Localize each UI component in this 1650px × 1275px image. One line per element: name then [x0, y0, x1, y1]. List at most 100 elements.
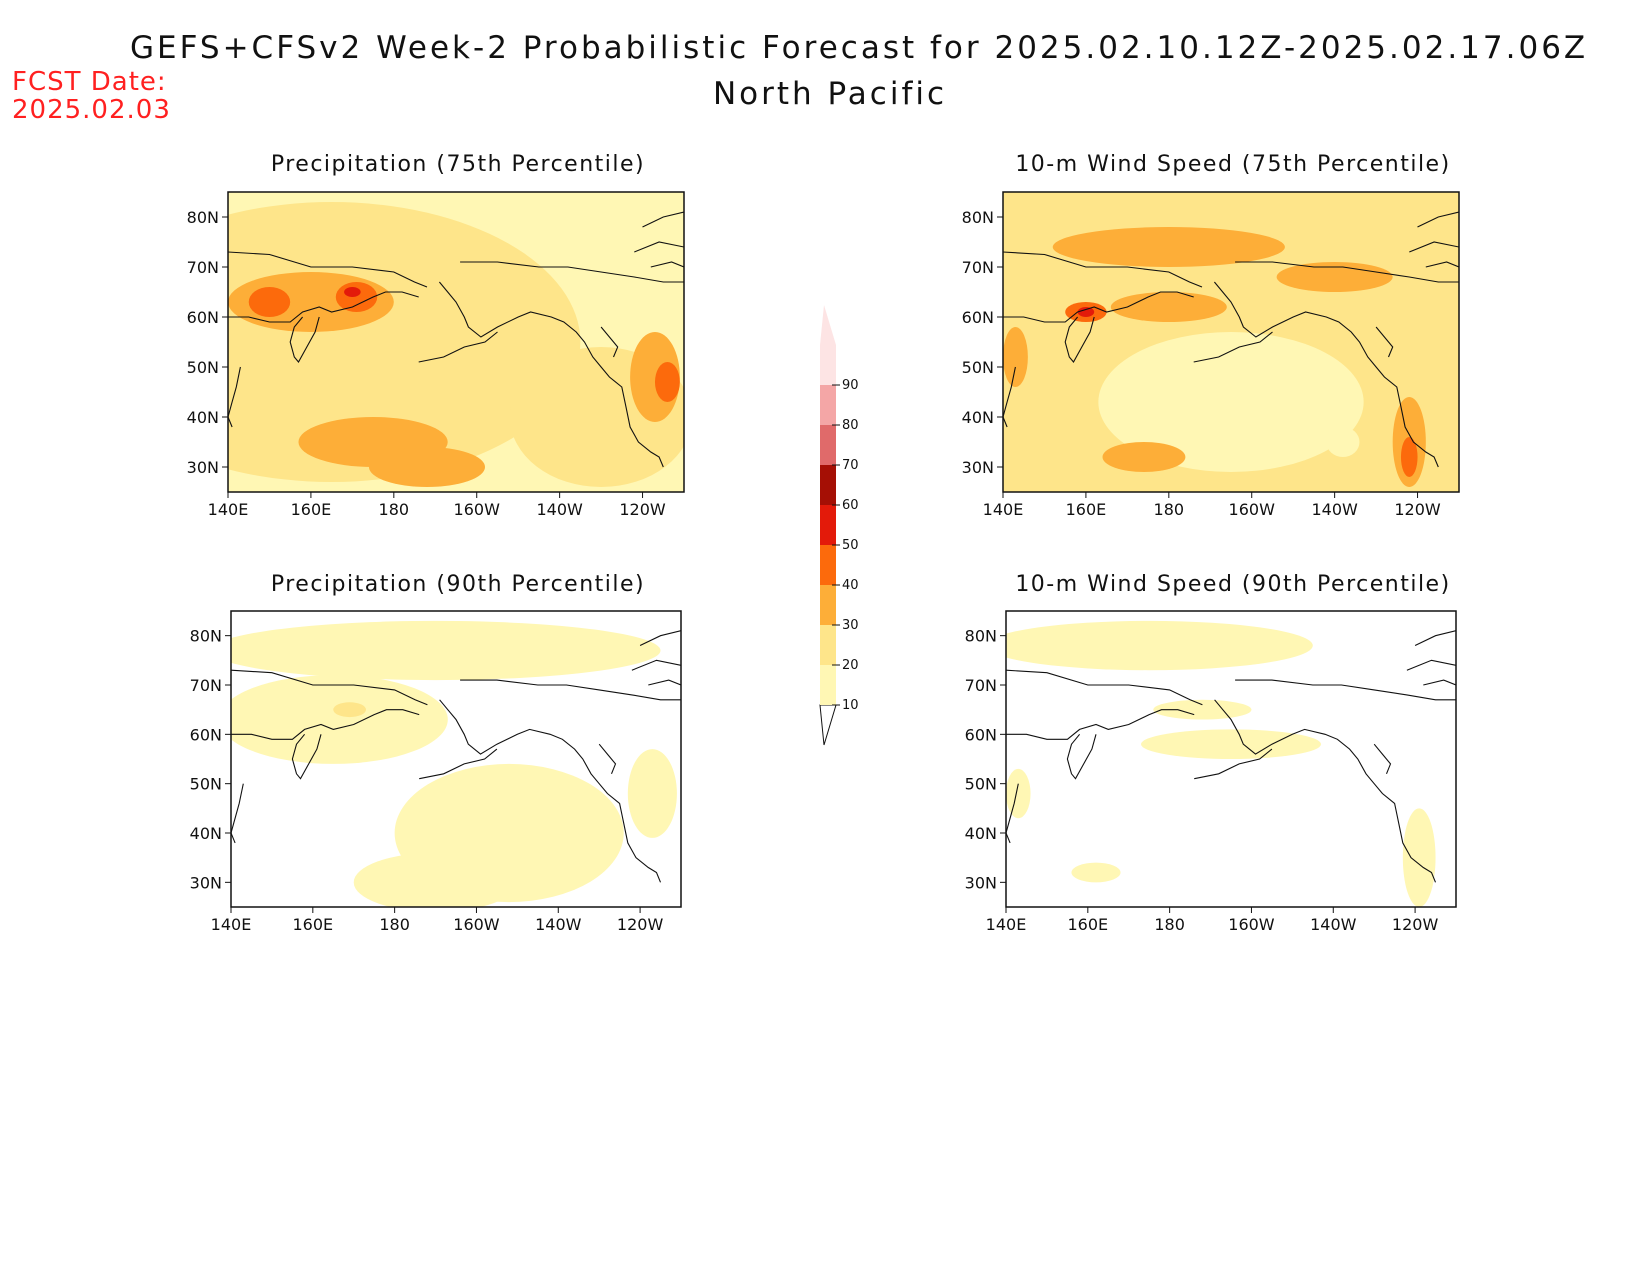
lat-tick-label: 40N — [962, 408, 994, 427]
lon-tick-label: 120W — [1394, 500, 1441, 519]
coastline — [460, 679, 681, 701]
coastline — [648, 679, 681, 686]
probability-contour-10 — [231, 620, 661, 681]
colorbar-segment — [820, 465, 836, 505]
probability-contour-10 — [1006, 620, 1313, 671]
coastline — [1406, 659, 1456, 671]
colorbar-lower-extension — [819, 704, 837, 746]
coastline — [598, 743, 617, 775]
lon-tick-label: 140W — [535, 915, 582, 934]
coastline — [228, 251, 428, 288]
fcst-date-value: 2025.02.03 — [12, 95, 171, 125]
colorbar-label: 20 — [842, 658, 859, 673]
coastline — [650, 261, 684, 268]
coastline — [631, 659, 681, 671]
lat-tick-label: 80N — [965, 627, 997, 646]
coastline — [1235, 679, 1456, 701]
coastline — [231, 669, 428, 706]
colorbar-segment — [820, 385, 836, 425]
colorbar-segment — [820, 545, 836, 585]
lon-tick-label: 180 — [1154, 915, 1185, 934]
colorbar-segment — [820, 345, 836, 385]
coastline — [1213, 281, 1439, 468]
lon-tick-label: 180 — [1154, 500, 1185, 519]
coastline — [639, 630, 681, 646]
lat-tick-label: 60N — [962, 308, 994, 327]
map-panel-precip-90: 140E 160E 180 160W 140W 120W 80N 70N 60N 50N 40N 30… — [190, 610, 682, 934]
colorbar-upper-extension — [820, 305, 836, 345]
lat-tick-label: 50N — [965, 775, 997, 794]
coastline — [1425, 261, 1459, 268]
lon-tick-label: 160W — [453, 915, 500, 934]
lat-tick-label: 30N — [190, 873, 222, 892]
coastline — [1003, 251, 1203, 288]
coastline — [1193, 331, 1273, 363]
panel-title-precip-90: Precipitation (90th Percentile) — [270, 572, 646, 597]
coastline — [1006, 709, 1195, 740]
coastline — [1064, 316, 1095, 363]
coastline — [228, 366, 241, 428]
coastline — [418, 331, 498, 363]
colorbar-label: 90 — [842, 378, 859, 393]
probability-contour-40 — [335, 282, 378, 312]
coastline — [634, 241, 684, 253]
coastline — [1423, 679, 1456, 686]
coastline — [439, 699, 662, 883]
probability-contour-10 — [353, 852, 518, 907]
probability-contour-30 — [1102, 442, 1186, 472]
probability-contour-40 — [248, 287, 291, 317]
colorbar: 10 20 30 40 50 60 70 80 90 — [819, 305, 859, 746]
lon-tick-label: 140W — [1311, 500, 1358, 519]
lon-tick-label: 160E — [292, 915, 333, 934]
colorbar-label: 60 — [842, 498, 859, 513]
coastline — [1235, 261, 1459, 283]
lon-tick-label: 140E — [208, 500, 249, 519]
coastline — [231, 783, 244, 844]
lat-tick-label: 80N — [187, 208, 219, 227]
colorbar-segment — [820, 665, 836, 705]
coastline — [460, 261, 684, 283]
probability-contour-50 — [344, 287, 361, 297]
coastline — [642, 211, 684, 228]
map-frame — [230, 610, 682, 908]
lat-tick-label: 30N — [187, 458, 219, 477]
lon-tick-label: 160E — [1066, 500, 1107, 519]
coastline — [1375, 326, 1394, 358]
figure-title: GEFS+CFSv2 Week-2 Probabilistic Forecast… — [130, 30, 1589, 66]
probability-contour-50 — [1077, 307, 1095, 317]
probability-contour-10 — [1098, 332, 1364, 472]
coastline — [231, 709, 420, 740]
lat-tick-label: 40N — [965, 824, 997, 843]
probability-contour-30 — [1003, 327, 1028, 387]
map-frame — [1002, 191, 1460, 493]
map-panel-wind-90: 140E 160E 180 160W 140W 120W 80N 70N 60N 50N 40N 30… — [965, 610, 1457, 934]
colorbar-label: 50 — [842, 538, 859, 553]
lat-tick-label: 40N — [187, 408, 219, 427]
coastline — [289, 316, 320, 363]
lat-tick-label: 60N — [187, 308, 219, 327]
lat-tick-label: 80N — [190, 627, 222, 646]
coastline — [1006, 669, 1203, 706]
map-frame — [227, 191, 685, 493]
probability-contour-10 — [1071, 862, 1121, 883]
coastline — [419, 748, 498, 780]
lon-tick-label: 120W — [1392, 915, 1439, 934]
lon-tick-label: 120W — [617, 915, 664, 934]
lat-tick-label: 70N — [190, 676, 222, 695]
lat-tick-label: 60N — [965, 725, 997, 744]
lon-tick-label: 180 — [379, 500, 410, 519]
lon-tick-label: 140E — [211, 915, 252, 934]
coastline — [1417, 211, 1459, 228]
map-panel-precip-75: 140E 160E 180 160W 140W 120W 80N 70N 60N 50N 40N 30… — [187, 191, 685, 519]
colorbar-segment — [820, 585, 836, 625]
coastline — [1414, 630, 1456, 646]
lat-tick-label: 40N — [190, 824, 222, 843]
coastline — [600, 326, 619, 358]
lat-tick-label: 70N — [965, 676, 997, 695]
probability-contour-30 — [1052, 227, 1285, 267]
probability-contour-30 — [1276, 262, 1393, 292]
lat-tick-label: 30N — [962, 458, 994, 477]
coastline — [1066, 733, 1097, 780]
coastline — [1194, 748, 1273, 780]
coastline — [1373, 743, 1392, 775]
